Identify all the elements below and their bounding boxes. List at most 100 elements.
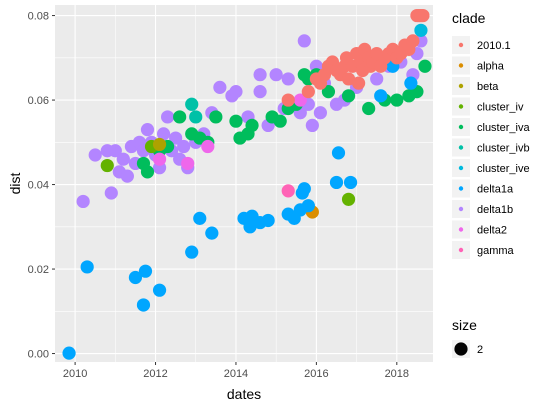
data-point <box>116 152 130 166</box>
y-tick-label: 0.04 <box>28 180 49 192</box>
data-point <box>269 68 283 82</box>
legend-label: delta1b <box>477 204 513 216</box>
data-point <box>100 158 114 173</box>
series-cluster_ivb <box>185 97 203 124</box>
legend-item: cluster_ivb <box>452 138 530 157</box>
data-point <box>362 101 376 116</box>
series-delta2 <box>152 93 307 171</box>
data-point <box>181 156 195 171</box>
axes: 2010 2012 2014 2016 2018 0.00 0.02 0.04 0.06 0.08 <box>28 11 409 380</box>
data-point <box>341 89 356 103</box>
y-tick-label: 0.02 <box>28 264 49 276</box>
x-axis-title: dates <box>227 386 261 402</box>
data-point <box>313 106 328 120</box>
data-point <box>341 192 356 206</box>
data-point <box>213 80 227 94</box>
data-point <box>253 85 267 99</box>
x-tick-label: 2012 <box>143 368 167 380</box>
data-point <box>138 264 153 278</box>
data-point <box>293 93 307 107</box>
legend-swatch <box>458 63 464 68</box>
legend-size-swatch <box>454 342 468 356</box>
data-point <box>416 8 430 23</box>
data-point <box>374 89 388 103</box>
data-point <box>301 199 315 213</box>
data-point <box>173 110 187 124</box>
data-point <box>80 260 94 274</box>
data-point <box>281 72 295 86</box>
data-point <box>329 175 344 190</box>
series-gamma <box>281 184 295 198</box>
data-point <box>370 72 384 86</box>
data-point <box>156 127 171 141</box>
legend-title: clade <box>452 10 486 26</box>
legend-swatch <box>458 145 464 150</box>
y-tick-label: 0.00 <box>28 349 49 361</box>
data-point <box>321 85 336 99</box>
legend-size-label: 2 <box>477 344 483 356</box>
data-point <box>261 213 275 228</box>
legend-label: alpha <box>477 61 505 73</box>
data-point <box>140 165 155 179</box>
legend-label: beta <box>477 81 499 93</box>
legend-item: cluster_ive <box>452 159 530 177</box>
legend-label: delta1a <box>477 184 514 196</box>
data-point <box>152 283 167 297</box>
series-2010.1 <box>281 8 430 107</box>
legend-swatch <box>458 206 464 212</box>
data-point <box>343 175 358 190</box>
data-point <box>193 211 207 225</box>
data-point <box>229 114 243 128</box>
data-point <box>245 118 259 133</box>
legend-item: cluster_iva <box>452 118 530 136</box>
legend-swatch <box>458 104 464 109</box>
x-tick-label: 2016 <box>304 368 328 380</box>
data-point <box>88 148 102 162</box>
data-point <box>390 93 404 107</box>
legend-label: 2010.1 <box>477 40 511 52</box>
data-point <box>185 97 199 111</box>
legend-swatch <box>458 227 464 232</box>
data-point <box>152 137 167 152</box>
legend-label: cluster_ivb <box>477 143 530 155</box>
data-point <box>352 76 366 90</box>
legend-items: 2010.1 alpha beta cluster_iv cluster_ivaclus… <box>452 36 530 259</box>
legend-item: delta1a <box>452 179 514 198</box>
data-point <box>128 270 143 285</box>
data-point <box>104 186 118 200</box>
series-cluster_ive <box>414 23 428 37</box>
legend-item: delta1b <box>452 200 513 218</box>
data-point <box>177 139 191 154</box>
x-tick-label: 2010 <box>63 368 87 380</box>
legend-label: cluster_ive <box>477 163 530 175</box>
data-point <box>273 114 287 128</box>
y-axis-title: dist <box>7 173 23 195</box>
data-point <box>341 72 356 86</box>
legend-item: alpha <box>452 56 505 75</box>
data-point <box>305 118 319 133</box>
legend-swatch <box>458 42 464 48</box>
y-tick-label: 0.06 <box>28 95 49 107</box>
data-point <box>331 146 346 160</box>
legend-swatch <box>458 83 464 89</box>
legend-swatch <box>458 165 464 171</box>
data-point <box>243 220 257 234</box>
legend-label: gamma <box>477 245 515 257</box>
legend-item: delta2 <box>452 220 507 239</box>
legend-label: cluster_iva <box>477 122 530 134</box>
legend-item: gamma <box>452 241 515 259</box>
data-point <box>189 110 203 124</box>
y-tick-label: 0.08 <box>28 11 49 23</box>
data-point <box>201 139 215 154</box>
data-point <box>406 34 420 48</box>
data-point <box>136 298 151 312</box>
data-point <box>229 85 243 99</box>
data-point <box>62 346 76 360</box>
data-point <box>404 76 418 90</box>
data-point <box>209 110 223 124</box>
series-beta <box>152 137 167 152</box>
legend-item: beta <box>452 77 499 95</box>
legend-size-title: size <box>452 317 477 333</box>
